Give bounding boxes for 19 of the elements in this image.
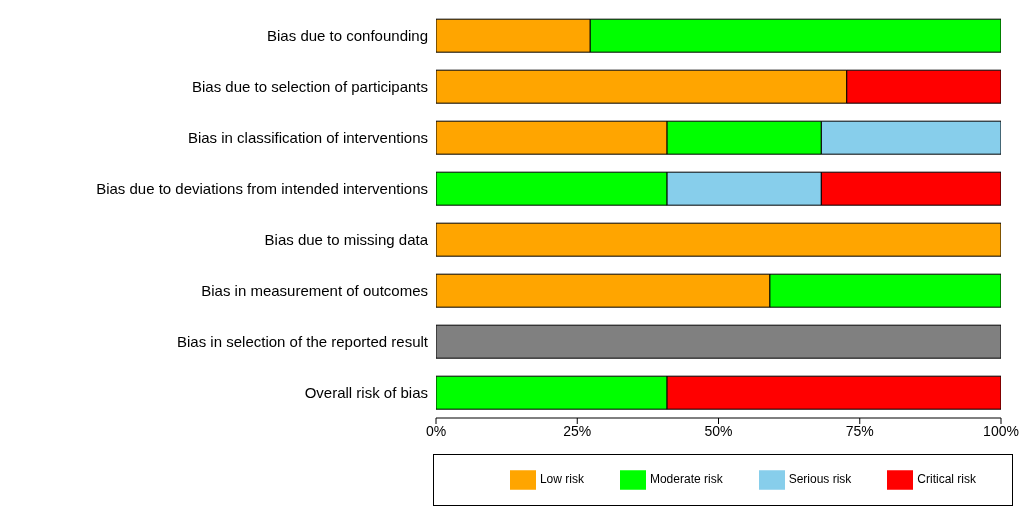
y-tick-label: Overall risk of bias	[304, 383, 428, 401]
y-tick-label: Bias in classification of interventions	[187, 128, 428, 146]
x-tick-label: 25%	[563, 422, 592, 439]
bar	[436, 222, 1001, 257]
x-tick-label: 100%	[983, 422, 1019, 439]
y-tick-label: Bias due to selection of participants	[192, 77, 428, 95]
legend-label: Serious risk	[788, 472, 852, 487]
legend-label: Low risk	[539, 472, 584, 487]
legend-label: Critical risk	[917, 472, 976, 487]
x-tick-label: 75%	[845, 422, 874, 439]
y-tick-label: Bias due to deviations from intended interventions	[96, 179, 428, 197]
y-tick-label: Bias due to confounding	[267, 26, 428, 44]
bar	[436, 324, 1001, 359]
legend-label: Moderate risk	[649, 472, 723, 487]
x-tick-label: 0%	[425, 422, 447, 439]
x-tick-label: 50%	[704, 422, 733, 439]
y-tick-label: Bias in selection of the reported result	[177, 332, 429, 350]
y-tick-label: Bias due to missing data	[264, 230, 429, 248]
y-tick-label: Bias in measurement of outcomes	[201, 281, 428, 299]
